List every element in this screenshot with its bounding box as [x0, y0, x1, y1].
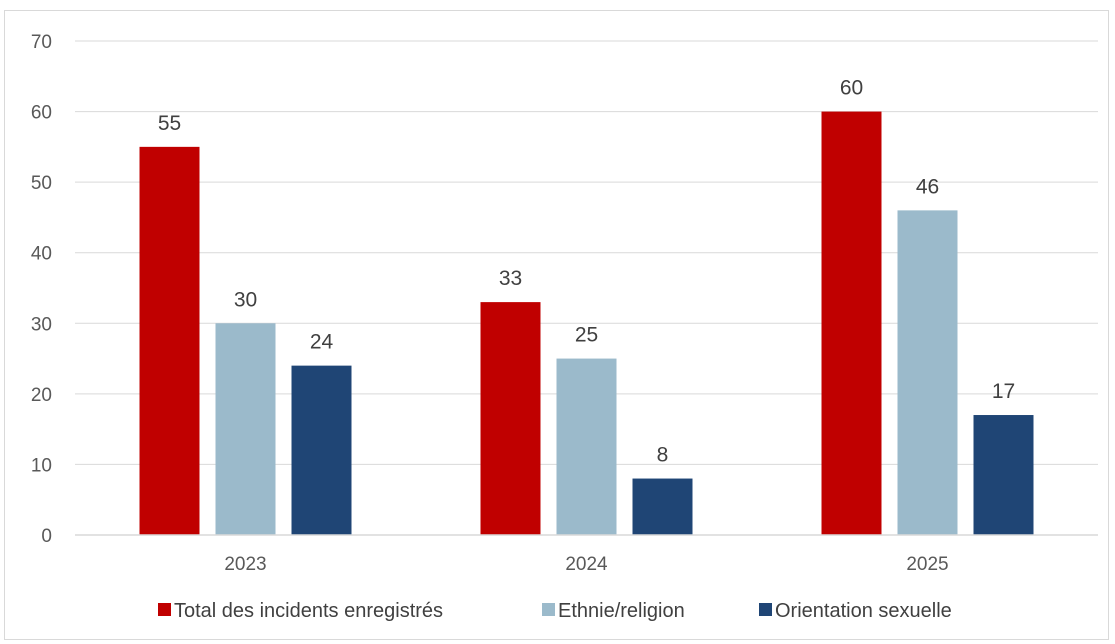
legend-label: Ethnie/religion: [558, 600, 685, 622]
y-tick-label: 50: [31, 173, 52, 194]
bar: [215, 323, 276, 535]
data-label: 55: [158, 112, 181, 135]
bar: [480, 302, 541, 535]
data-label: 60: [840, 77, 863, 100]
bar: [973, 415, 1034, 535]
bar: [897, 210, 958, 535]
data-label: 24: [310, 331, 334, 354]
x-tick-label: 2024: [565, 554, 608, 575]
legend-label: Total des incidents enregistrés: [174, 600, 443, 622]
bar: [632, 478, 693, 535]
y-tick-label: 10: [31, 455, 52, 476]
legend-swatch: [542, 603, 555, 616]
data-label: 17: [992, 380, 1015, 403]
y-tick-label: 40: [31, 244, 52, 265]
x-tick-label: 2023: [224, 554, 266, 575]
legend-swatch: [158, 603, 171, 616]
data-label: 46: [916, 175, 939, 198]
bar: [139, 146, 200, 535]
y-tick-label: 60: [31, 103, 52, 124]
data-label: 33: [499, 267, 522, 290]
data-label: 30: [234, 288, 257, 311]
y-tick-label: 0: [41, 526, 52, 547]
y-tick-label: 30: [31, 314, 52, 335]
bar: [821, 111, 882, 536]
bar: [556, 358, 617, 535]
legend-label: Orientation sexuelle: [775, 600, 952, 622]
legend-swatch: [759, 603, 772, 616]
bar: [291, 365, 352, 535]
data-label: 8: [657, 444, 669, 467]
data-label: 25: [575, 324, 598, 347]
y-tick-label: 20: [31, 385, 52, 406]
y-tick-label: 70: [31, 32, 52, 53]
x-tick-label: 2025: [906, 554, 948, 575]
